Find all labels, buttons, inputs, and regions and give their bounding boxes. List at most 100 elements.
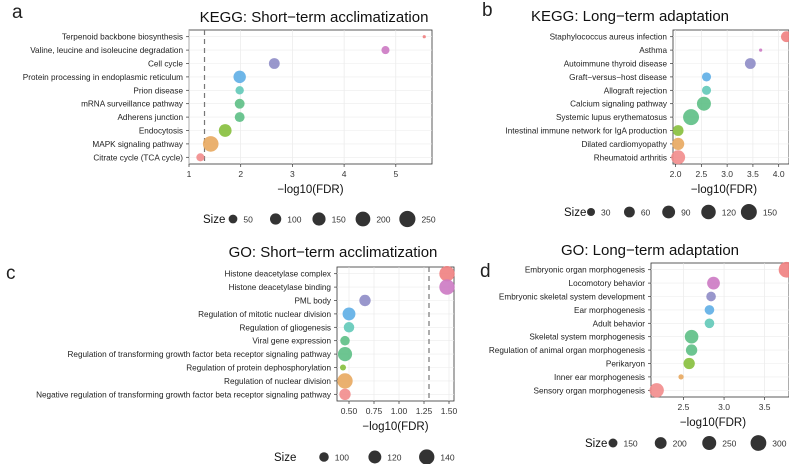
y-tick-label: Intestinal immune network for IgA produc… <box>505 127 667 136</box>
legend-label: 150 <box>332 215 346 225</box>
legend-key <box>662 205 676 219</box>
x-tick-label: 2.5 <box>678 402 690 412</box>
x-tick-label: 2.5 <box>695 169 707 179</box>
panel-a: a KEGG: Short−term acclimatization Terpeno… <box>12 2 436 228</box>
y-tick-label: Staphylococcus aureus infection <box>550 33 668 42</box>
x-tick-label: 2 <box>238 169 243 179</box>
legend-label: 150 <box>623 439 637 449</box>
legend-label: 50 <box>243 215 253 225</box>
data-point <box>342 307 356 321</box>
x-tick-label: 3.5 <box>747 169 759 179</box>
data-point <box>704 318 715 329</box>
data-point <box>778 261 789 278</box>
x-tick-label: 4 <box>342 169 347 179</box>
data-point <box>672 125 684 136</box>
y-tick-label: Regulation of transforming growth factor… <box>67 350 331 359</box>
x-tick-label: 0.75 <box>366 406 383 416</box>
x-tick-label: 1.50 <box>441 406 458 416</box>
legend-key <box>319 452 329 462</box>
x-axis-label: −log10(FDR) <box>277 184 343 196</box>
data-point <box>359 294 371 307</box>
data-point <box>684 329 699 344</box>
data-point <box>202 136 219 152</box>
y-tick-label: Autoimmune thyroid disease <box>564 60 668 69</box>
legend-label: 250 <box>421 215 435 225</box>
x-tick-label: 3.5 <box>759 402 771 412</box>
panel-label: c <box>6 263 16 284</box>
panel-d: d GO: Long−term adaptation Embryonic organ… <box>480 242 789 451</box>
data-point <box>672 137 685 151</box>
legend-label: 120 <box>387 453 401 463</box>
data-point <box>696 96 711 111</box>
x-tick-label: 5 <box>393 169 398 179</box>
panel-label: a <box>12 2 23 23</box>
data-point <box>744 58 756 69</box>
data-point <box>268 58 280 69</box>
x-tick-label: 1 <box>187 169 192 179</box>
x-tick-label: 3.0 <box>718 402 730 412</box>
data-point <box>337 347 353 362</box>
legend-key <box>586 207 596 217</box>
y-tick-label: Negative regulation of transforming grow… <box>36 390 332 399</box>
y-tick-label: Graft−versus−host disease <box>569 73 667 82</box>
data-point <box>381 46 390 55</box>
legend-label: 100 <box>335 453 349 463</box>
y-tick-label: Rheumatoid arthritis <box>594 153 667 162</box>
data-point <box>671 150 686 165</box>
legend-key <box>654 437 667 449</box>
y-tick-label: Terpenoid backbone biosynthesis <box>62 33 183 42</box>
legend-label: 140 <box>440 453 454 463</box>
y-tick-label: Regulation of animal organ morphogenesis <box>489 346 645 355</box>
legend-key <box>608 438 618 448</box>
legend-key <box>368 450 382 464</box>
y-tick-label: Prion disease <box>133 86 183 95</box>
legend-key <box>740 204 757 220</box>
legend-label: 300 <box>772 439 786 449</box>
data-point <box>706 291 716 302</box>
y-tick-label: mRNA surveillance pathway <box>81 100 184 109</box>
data-point <box>339 388 351 400</box>
legend-label: 250 <box>722 439 736 449</box>
y-tick-label: Regulation of mitotic nuclear division <box>198 310 331 319</box>
y-tick-label: PML body <box>294 297 331 306</box>
y-tick-label: Sensory organ morphogenesis <box>533 386 645 395</box>
x-tick-label: 1.25 <box>416 406 433 416</box>
y-tick-label: Regulation of gliogenesis <box>240 323 332 332</box>
y-tick-label: Histone deacetylase binding <box>229 283 332 292</box>
plot-area <box>672 29 789 165</box>
y-tick-label: Perikaryon <box>606 360 646 369</box>
data-point <box>781 31 789 43</box>
chart-title: GO: Short−term acclimatization <box>229 244 438 261</box>
y-tick-label: Ear morphogenesis <box>574 306 645 315</box>
y-tick-label: Valine, leucine and isoleucine degradati… <box>30 46 183 55</box>
y-tick-label: Adherens junction <box>117 113 183 122</box>
legend-label: 100 <box>287 215 301 225</box>
legend-label: 90 <box>681 208 691 218</box>
data-point <box>649 383 664 398</box>
legend-key <box>701 204 716 220</box>
x-tick-label: 4.0 <box>773 169 785 179</box>
y-tick-label: Allograft rejection <box>604 86 668 95</box>
panel-label: d <box>480 261 491 282</box>
data-point <box>678 374 684 380</box>
x-axis-label: −log10(FDR) <box>680 417 746 429</box>
y-tick-label: Viral gene expression <box>252 337 331 346</box>
data-point <box>339 364 347 371</box>
legend-title: Size <box>564 207 586 219</box>
legend-key <box>269 213 282 225</box>
y-tick-label: Embryonic organ morphogenesis <box>525 266 645 275</box>
data-point <box>759 48 763 52</box>
data-point <box>233 70 246 84</box>
legend-title: Size <box>585 438 607 450</box>
y-tick-label: Inner ear morphogenesis <box>554 373 645 382</box>
y-tick-label: Embryonic skeletal system development <box>499 293 646 302</box>
data-point <box>704 305 715 315</box>
data-point <box>683 109 700 126</box>
data-point <box>340 335 350 346</box>
x-tick-label: 3.0 <box>721 169 733 179</box>
y-tick-label: Systemic lupus erythematosus <box>556 113 667 122</box>
data-point <box>422 35 426 39</box>
x-tick-label: 1.00 <box>391 406 408 416</box>
legend-label: 30 <box>601 208 611 218</box>
legend-key <box>750 435 767 451</box>
